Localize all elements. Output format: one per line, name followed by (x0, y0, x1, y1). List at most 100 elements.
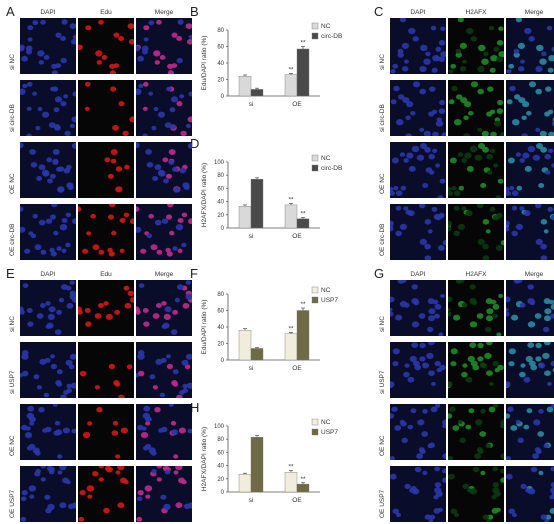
micrograph-a-3-2 (136, 204, 192, 260)
column-header-a-2: Merge (154, 9, 174, 16)
y-tick-label-h-5: 100 (214, 424, 225, 430)
bar-b-OE-NC (284, 74, 298, 97)
column-header-g-1: H2AFX (465, 271, 487, 278)
micrograph-g-0-1 (448, 280, 504, 336)
panel-letter-h: H (190, 400, 200, 415)
micrograph-e-1-0 (20, 342, 76, 398)
row-label-g-2: OE NC (379, 435, 386, 456)
micrograph-a-0-2 (136, 18, 192, 74)
micrograph-g-1-0 (390, 342, 446, 398)
y-tick-label-d-3: 60 (217, 186, 224, 192)
y-axis-label-h: H2AFX/DAPI ratio (%) (201, 427, 208, 491)
bar-f-OE-NC (284, 333, 298, 361)
bar-d-OE-circ-DB (296, 218, 310, 229)
row-label-c-1: si circ-DB (379, 104, 386, 132)
panel-letter-c: C (374, 4, 384, 19)
column-header-c-2: Merge (524, 9, 544, 16)
significance-d-1-0: ** (288, 196, 294, 203)
significance-b-1-0: ** (288, 66, 294, 73)
micrograph-c-1-0 (390, 80, 446, 136)
y-tick-label-d-5: 100 (214, 160, 225, 166)
significance-h-1-1: ** (300, 476, 306, 483)
legend-label-h-1: USP7 (321, 429, 338, 436)
column-header-a-1: Edu (100, 9, 112, 16)
micrograph-c-0-1 (448, 18, 504, 74)
micrograph-g-1-1 (448, 342, 504, 398)
micrograph-e-1-2 (136, 342, 192, 398)
column-header-g-0: DAPI (410, 271, 426, 278)
y-tick-label-d-0: 0 (221, 226, 225, 232)
column-header-e-1: Edu (100, 271, 112, 278)
micrograph-g-3-0 (390, 466, 446, 522)
micrograph-c-1-2 (506, 80, 554, 136)
micrograph-c-2-0 (390, 142, 446, 198)
micrograph-c-0-0 (390, 18, 446, 74)
y-tick-label-d-1: 20 (217, 213, 224, 219)
row-label-c-0: si NC (379, 54, 386, 70)
legend-label-f-1: USP7 (321, 297, 338, 304)
legend-swatch-h-1 (311, 428, 319, 436)
bar-h-si-NC (238, 473, 252, 493)
bar-h-OE-NC (284, 472, 298, 493)
legend-label-b-0: NC (321, 23, 331, 30)
bar-b-OE-circ-DB (296, 48, 310, 97)
y-tick-label-d-4: 80 (217, 173, 224, 179)
bar-h-si-USP7 (250, 437, 264, 493)
legend-swatch-f-0 (311, 286, 319, 294)
x-tick-label-b-0: si (249, 101, 254, 108)
significance-f-1-1: ** (300, 301, 306, 308)
row-label-e-0: si NC (9, 316, 16, 332)
y-tick-label-b-2: 40 (217, 61, 224, 67)
bar-f-si-NC (238, 330, 252, 361)
micrograph-e-2-1 (78, 404, 134, 460)
x-tick-label-f-0: si (249, 365, 254, 372)
column-header-g-2: Merge (524, 271, 544, 278)
bar-d-si-circ-DB (250, 178, 264, 229)
panel-letter-a: A (6, 4, 15, 19)
row-label-c-2: OE NC (379, 173, 386, 194)
micrograph-e-3-1 (78, 466, 134, 522)
micrograph-e-0-0 (20, 280, 76, 336)
column-header-a-0: DAPI (40, 9, 56, 16)
panel-letter-f: F (190, 266, 198, 281)
x-tick-label-h-0: si (249, 497, 254, 504)
y-tick-label-f-2: 40 (217, 325, 224, 331)
micrograph-e-2-2 (136, 404, 192, 460)
y-axis-label-b: Edu/DAPI ratio (%) (201, 36, 208, 91)
micrograph-c-3-1 (448, 204, 504, 260)
micrograph-a-2-2 (136, 142, 192, 198)
y-tick-label-b-0: 0 (221, 94, 225, 100)
panel-letter-b: B (190, 4, 199, 19)
row-label-a-2: OE NC (9, 173, 16, 194)
micrograph-a-0-1 (78, 18, 134, 74)
significance-f-1-0: ** (288, 325, 294, 332)
micrograph-g-0-2 (506, 280, 554, 336)
bar-b-si-circ-DB (250, 89, 264, 97)
micrograph-c-1-1 (448, 80, 504, 136)
row-label-e-3: OE USP7 (9, 489, 16, 518)
x-tick-label-h-1: OE (292, 497, 302, 504)
y-tick-label-b-3: 60 (217, 45, 224, 51)
bar-f-OE-USP7 (296, 310, 310, 361)
bar-d-si-NC (238, 206, 252, 229)
micrograph-a-3-1 (78, 204, 134, 260)
y-tick-label-f-0: 0 (221, 358, 225, 364)
micrograph-g-0-0 (390, 280, 446, 336)
micrograph-e-1-1 (78, 342, 134, 398)
row-label-a-0: si NC (9, 54, 16, 70)
row-label-g-3: OE USP7 (379, 489, 386, 518)
legend-swatch-f-1 (311, 296, 319, 304)
micrograph-g-1-2 (506, 342, 554, 398)
column-header-e-0: DAPI (40, 271, 56, 278)
y-tick-label-h-4: 80 (217, 437, 224, 443)
chart-f: 0 20 40 60 80 Edu/DAPI ratio (%) si OE ** ** NC USP… (201, 286, 338, 372)
micrograph-e-2-0 (20, 404, 76, 460)
row-label-a-1: si circ-DB (9, 104, 16, 132)
micrograph-e-3-0 (20, 466, 76, 522)
x-tick-label-b-1: OE (292, 101, 302, 108)
y-axis-label-f: Edu/DAPI ratio (%) (201, 300, 208, 355)
legend-label-d-0: NC (321, 155, 331, 162)
legend-label-b-1: circ-DB (321, 33, 342, 40)
micrograph-e-3-2 (136, 466, 192, 522)
bar-h-OE-USP7 (296, 483, 310, 493)
